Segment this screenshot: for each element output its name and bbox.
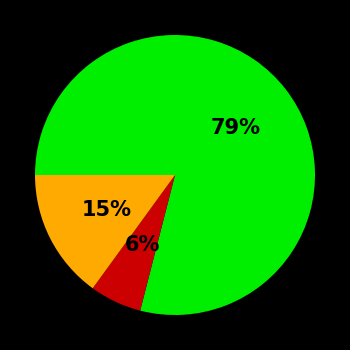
Wedge shape <box>35 175 175 288</box>
Text: 6%: 6% <box>125 234 160 255</box>
Text: 79%: 79% <box>211 118 261 138</box>
Wedge shape <box>93 175 175 310</box>
Wedge shape <box>35 35 315 315</box>
Text: 15%: 15% <box>82 200 131 220</box>
